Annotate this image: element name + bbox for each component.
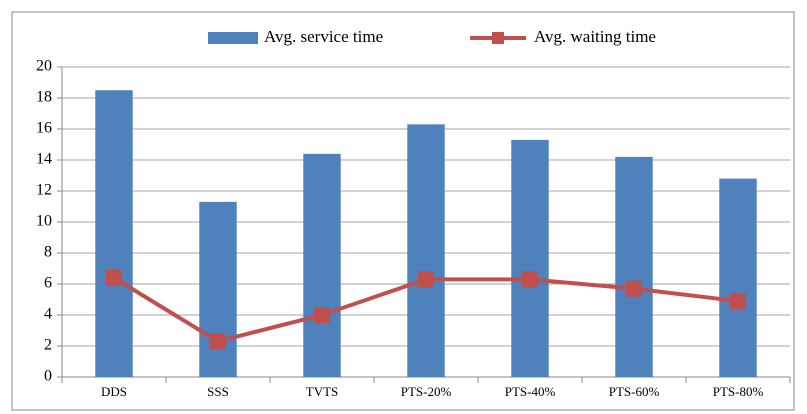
x-tick-label: SSS xyxy=(207,384,229,399)
x-tick-label: DDS xyxy=(101,384,127,399)
bar xyxy=(303,153,341,377)
marker xyxy=(522,271,538,288)
y-tick-label: 18 xyxy=(36,89,52,106)
y-tick-label: 2 xyxy=(44,337,52,354)
marker xyxy=(418,271,434,288)
bar xyxy=(511,139,549,377)
y-tick-label: 4 xyxy=(44,306,52,323)
legend-label: Avg. waiting time xyxy=(534,27,656,46)
y-tick-label: 8 xyxy=(44,244,52,261)
legend-marker xyxy=(492,32,504,44)
x-tick-label: PTS-20% xyxy=(401,384,452,399)
y-tick-label: 12 xyxy=(36,182,52,199)
marker xyxy=(314,307,330,323)
y-tick-label: 10 xyxy=(36,213,52,230)
y-tick-label: 0 xyxy=(44,368,52,385)
x-tick-label: PTS-80% xyxy=(713,384,764,399)
bar xyxy=(407,124,445,377)
bar xyxy=(199,201,237,377)
y-tick-label: 20 xyxy=(36,58,52,75)
y-tick-label: 6 xyxy=(44,275,52,292)
legend-label: Avg. service time xyxy=(264,27,383,46)
x-tick-label: PTS-60% xyxy=(609,384,660,399)
bar xyxy=(719,178,757,377)
marker xyxy=(106,269,122,286)
marker xyxy=(626,280,642,297)
bar xyxy=(95,90,133,377)
y-tick-label: 16 xyxy=(36,120,52,137)
chart-frame xyxy=(11,11,795,411)
y-tick-label: 14 xyxy=(36,151,52,168)
marker xyxy=(210,333,226,350)
legend-swatch xyxy=(208,32,258,44)
marker xyxy=(730,293,746,310)
bar xyxy=(615,156,653,377)
x-tick-label: PTS-40% xyxy=(505,384,556,399)
x-tick-label: TVTS xyxy=(306,384,339,399)
